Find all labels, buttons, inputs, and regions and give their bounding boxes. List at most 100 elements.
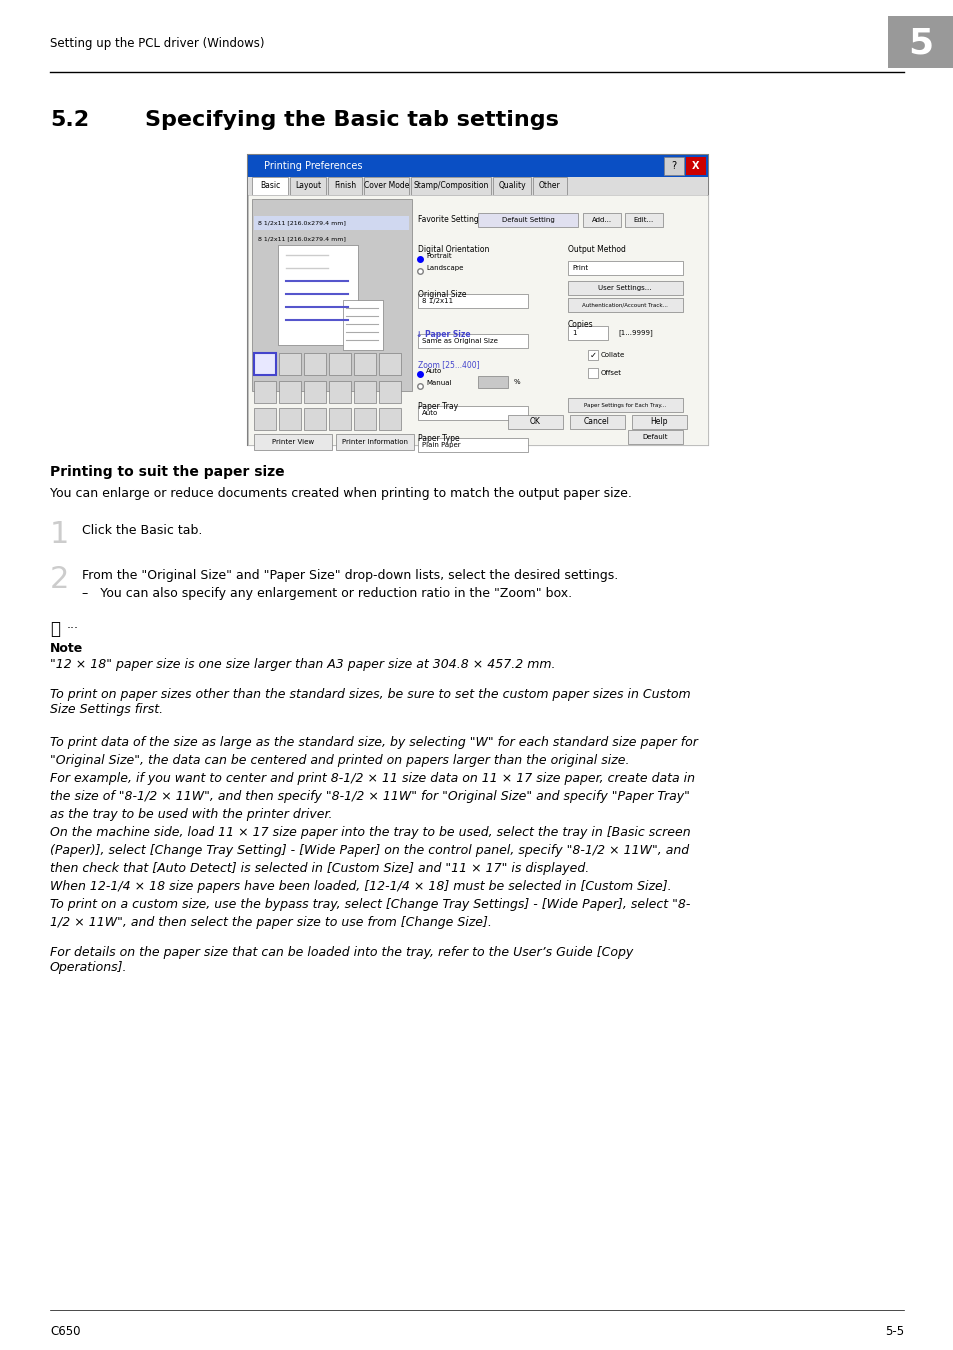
FancyBboxPatch shape <box>567 281 682 296</box>
Text: 5-5: 5-5 <box>884 1324 903 1338</box>
FancyBboxPatch shape <box>417 333 527 348</box>
FancyBboxPatch shape <box>567 298 682 312</box>
FancyBboxPatch shape <box>328 177 361 194</box>
Text: 8 1/2x11: 8 1/2x11 <box>421 298 453 304</box>
FancyBboxPatch shape <box>411 177 491 194</box>
Text: 5.2: 5.2 <box>50 109 89 130</box>
FancyBboxPatch shape <box>343 300 382 350</box>
Text: To print data of the size as large as the standard size, by selecting "W" for ea: To print data of the size as large as th… <box>50 736 698 929</box>
FancyBboxPatch shape <box>378 381 400 404</box>
Text: Other: Other <box>538 181 560 190</box>
FancyBboxPatch shape <box>567 398 682 412</box>
Text: ...: ... <box>67 618 79 630</box>
Text: 1: 1 <box>50 520 70 549</box>
FancyBboxPatch shape <box>567 261 682 275</box>
Text: Finish: Finish <box>334 181 355 190</box>
Text: Specifying the Basic tab settings: Specifying the Basic tab settings <box>145 109 558 130</box>
FancyBboxPatch shape <box>253 433 332 450</box>
Text: Cancel: Cancel <box>583 417 609 427</box>
Text: ✓: ✓ <box>589 351 597 359</box>
FancyBboxPatch shape <box>252 177 288 194</box>
FancyBboxPatch shape <box>253 216 409 230</box>
FancyBboxPatch shape <box>663 157 683 176</box>
Text: Digital Orientation: Digital Orientation <box>417 244 489 254</box>
Text: Default: Default <box>641 433 667 440</box>
Text: Setting up the PCL driver (Windows): Setting up the PCL driver (Windows) <box>50 38 264 50</box>
FancyBboxPatch shape <box>253 232 409 246</box>
FancyBboxPatch shape <box>248 194 707 446</box>
FancyBboxPatch shape <box>477 213 578 227</box>
FancyBboxPatch shape <box>253 352 275 375</box>
FancyBboxPatch shape <box>329 381 351 404</box>
FancyBboxPatch shape <box>329 408 351 431</box>
FancyBboxPatch shape <box>253 408 275 431</box>
Text: Cover Mode: Cover Mode <box>363 181 409 190</box>
Text: Default Setting: Default Setting <box>501 217 554 223</box>
FancyBboxPatch shape <box>364 177 409 194</box>
Text: Paper Tray: Paper Tray <box>417 402 457 410</box>
Text: OK: OK <box>529 417 539 427</box>
Text: Same as Original Size: Same as Original Size <box>421 338 497 344</box>
Text: Add...: Add... <box>591 217 612 223</box>
Text: 📝: 📝 <box>50 620 60 639</box>
Text: Paper Type: Paper Type <box>417 433 459 443</box>
Text: ↓ Paper Size: ↓ Paper Size <box>416 329 470 339</box>
Text: You can enlarge or reduce documents created when printing to match the output pa: You can enlarge or reduce documents crea… <box>50 487 631 500</box>
Text: Printing to suit the paper size: Printing to suit the paper size <box>50 464 284 479</box>
FancyBboxPatch shape <box>329 352 351 375</box>
Text: Manual: Manual <box>426 379 451 386</box>
Text: Collate: Collate <box>600 352 624 358</box>
Text: –   You can also specify any enlargement or reduction ratio in the "Zoom" box.: – You can also specify any enlargement o… <box>82 587 572 599</box>
Text: From the "Original Size" and "Paper Size" drop-down lists, select the desired se: From the "Original Size" and "Paper Size… <box>82 568 618 582</box>
Text: [1...9999]: [1...9999] <box>618 329 652 336</box>
FancyBboxPatch shape <box>277 244 357 346</box>
Text: Edit...: Edit... <box>633 217 654 223</box>
FancyBboxPatch shape <box>533 177 566 194</box>
FancyBboxPatch shape <box>417 437 527 452</box>
Text: Favorite Setting: Favorite Setting <box>417 215 478 224</box>
Text: %: % <box>514 379 520 385</box>
Text: 1: 1 <box>572 329 576 336</box>
FancyBboxPatch shape <box>253 381 275 404</box>
Text: Auto: Auto <box>426 369 442 374</box>
FancyBboxPatch shape <box>567 325 607 340</box>
FancyBboxPatch shape <box>354 352 375 375</box>
Text: Basic: Basic <box>259 181 280 190</box>
FancyBboxPatch shape <box>569 414 624 429</box>
FancyBboxPatch shape <box>582 213 620 227</box>
Text: User Settings...: User Settings... <box>598 285 651 292</box>
FancyBboxPatch shape <box>354 408 375 431</box>
Text: Copies: Copies <box>567 320 593 329</box>
FancyBboxPatch shape <box>378 352 400 375</box>
Text: C650: C650 <box>50 1324 80 1338</box>
Text: Original Size: Original Size <box>417 290 466 298</box>
Text: Portrait: Portrait <box>426 252 451 259</box>
FancyBboxPatch shape <box>278 381 301 404</box>
FancyBboxPatch shape <box>304 352 326 375</box>
FancyBboxPatch shape <box>587 369 598 378</box>
Text: Offset: Offset <box>600 370 621 377</box>
FancyBboxPatch shape <box>624 213 662 227</box>
Text: Click the Basic tab.: Click the Basic tab. <box>82 524 202 537</box>
Text: Zoom [25...400]: Zoom [25...400] <box>417 360 479 369</box>
Text: Help: Help <box>650 417 667 427</box>
Text: ?: ? <box>671 161 676 171</box>
Text: Quality: Quality <box>497 181 525 190</box>
Text: Paper Settings for Each Tray...: Paper Settings for Each Tray... <box>583 402 665 408</box>
FancyBboxPatch shape <box>417 294 527 308</box>
Text: To print on paper sizes other than the standard sizes, be sure to set the custom: To print on paper sizes other than the s… <box>50 688 690 716</box>
FancyBboxPatch shape <box>477 377 507 387</box>
Text: Output Method: Output Method <box>567 244 625 254</box>
Text: Landscape: Landscape <box>426 265 463 271</box>
FancyBboxPatch shape <box>417 406 527 420</box>
Text: 8 1/2x11 [216.0x279.4 mm]: 8 1/2x11 [216.0x279.4 mm] <box>257 220 346 225</box>
FancyBboxPatch shape <box>248 155 707 446</box>
FancyBboxPatch shape <box>304 408 326 431</box>
FancyBboxPatch shape <box>627 431 682 444</box>
FancyBboxPatch shape <box>354 381 375 404</box>
Text: Printer Information: Printer Information <box>341 439 408 446</box>
FancyBboxPatch shape <box>335 433 414 450</box>
Text: Authentication/Account Track...: Authentication/Account Track... <box>581 302 667 308</box>
Text: Note: Note <box>50 643 83 655</box>
FancyBboxPatch shape <box>887 16 953 68</box>
